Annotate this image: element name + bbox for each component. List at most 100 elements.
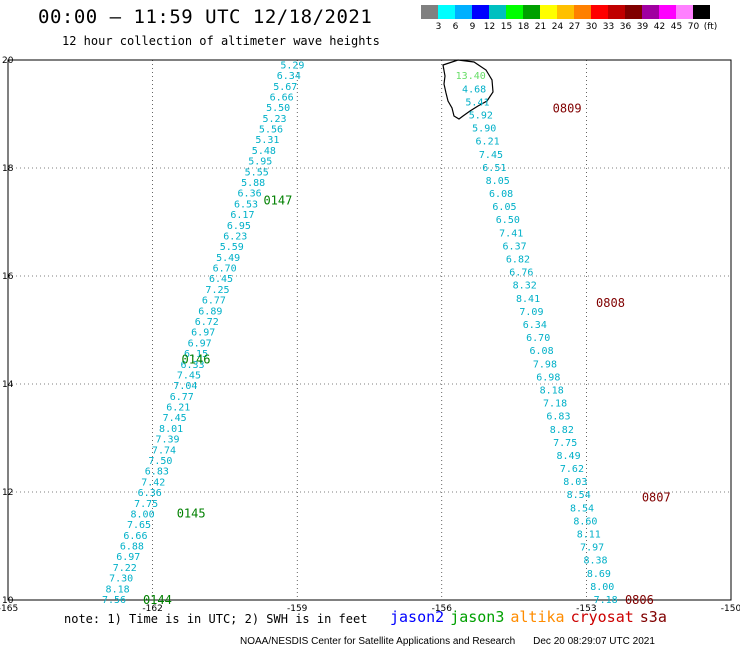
wave-height-label: 7.75 (134, 499, 158, 510)
colorbar-swatch (438, 5, 455, 19)
colorbar-label: 9 (469, 22, 476, 32)
wave-height-label: 7.18 (543, 399, 567, 410)
legend-s3a: s3a (639, 608, 667, 626)
colorbar-label: 33 (602, 22, 615, 32)
pass-time-labels: 0144 0145 0146 0147 0806 0807 0808 0809 (143, 102, 671, 607)
chart-subtitle: 12 hour collection of altimeter wave hei… (62, 34, 380, 48)
wave-height-label: 6.83 (145, 467, 169, 478)
colorbar-label: 30 (585, 22, 598, 32)
wave-height-label: 6.21 (476, 137, 500, 148)
wave-height-label: 6.97 (116, 552, 140, 563)
legend-jason3: jason3 (450, 608, 505, 626)
wave-height-label: 7.18 (594, 595, 618, 606)
wave-height-label: 8.82 (550, 425, 574, 436)
x-tick-label: -165 (0, 604, 18, 614)
colorbar-label: 24 (551, 22, 564, 32)
colorbar-swatch (421, 5, 438, 19)
wave-height-label: 8.18 (540, 385, 564, 396)
wave-height-label: 5.92 (469, 110, 493, 121)
track-jason3: 7.568.187.307.226.976.886.667.658.007.75… (102, 60, 304, 606)
wave-height-label: 6.70 (526, 333, 550, 344)
plot-frame (7, 59, 732, 601)
wave-height-label: 6.98 (536, 372, 560, 383)
colorbar-swatch (472, 5, 489, 19)
wave-height-label: 6.45 (209, 274, 233, 285)
generated-timestamp: Dec 20 08:29:07 UTC 2021 (533, 636, 655, 647)
pass-time-label: 0807 (642, 490, 671, 504)
credit-text: NOAA/NESDIS Center for Satellite Applica… (240, 636, 516, 647)
wave-height-label: 7.22 (113, 563, 137, 574)
colorbar-label: 45 (670, 22, 683, 32)
wave-height-label: 7.39 (155, 435, 179, 446)
pass-time-label: 0809 (553, 102, 582, 116)
wave-height-label: 6.08 (489, 189, 513, 200)
wave-height-label: 8.00 (590, 582, 614, 593)
wave-height-label: 6.34 (277, 71, 301, 82)
wave-height-label: 7.09 (519, 307, 543, 318)
wave-height-label: 6.50 (496, 215, 520, 226)
wave-height-label: 5.50 (266, 103, 290, 114)
wave-height-label: 7.41 (499, 228, 523, 239)
wave-height-label: 6.36 (138, 488, 162, 499)
wave-height-label: 6.97 (188, 338, 212, 349)
colorbar-swatch (557, 5, 574, 19)
x-tick-label: -159 (287, 604, 308, 614)
wave-height-label: 8.49 (557, 451, 581, 462)
y-axis-ticks: 10 12 14 16 18 20 (2, 56, 14, 606)
colorbar-label: 12 (483, 22, 496, 32)
pass-time-label: 0145 (177, 507, 206, 521)
colorbar-swatch (625, 5, 642, 19)
wave-height-label: 8.38 (584, 556, 608, 567)
wave-height-label: 8.60 (573, 516, 597, 527)
wave-height-label: 5.55 (245, 167, 269, 178)
x-tick-label: -156 (432, 604, 453, 614)
wave-height-label: 7.45 (177, 370, 201, 381)
wave-height-label: 6.89 (198, 306, 222, 317)
wave-height-label: 6.53 (234, 199, 258, 210)
wave-height-label: 6.34 (523, 320, 547, 331)
units-note: note: 1) Time is in UTC; 2) SWH is in fe… (64, 612, 368, 626)
colorbar-swatch (676, 5, 693, 19)
wave-height-label: 7.45 (163, 413, 187, 424)
colorbar-label: 18 (517, 22, 530, 32)
x-tick-label: -150 (721, 604, 740, 614)
y-tick-label: 20 (2, 56, 14, 66)
wave-height-label: 7.75 (553, 438, 577, 449)
wave-height-label: 7.30 (109, 574, 133, 585)
wave-height-label: 6.88 (120, 542, 144, 553)
wave-height-label: 8.11 (577, 530, 601, 541)
colorbar-swatch (659, 5, 676, 19)
wave-height-label: 6.37 (503, 241, 527, 252)
y-tick-label: 10 (2, 596, 14, 606)
wave-height-label: 6.33 (180, 360, 204, 371)
wave-height-label: 6.51 (482, 163, 506, 174)
coastline (442, 59, 494, 120)
colorbar-swatch (540, 5, 557, 19)
chart-title: 00:00 — 11:59 UTC 12/18/2021 (38, 6, 373, 28)
legend-jason2: jason2 (390, 608, 445, 626)
wave-height-label: 7.56 (102, 595, 126, 606)
pass-time-label: 0146 (182, 353, 211, 367)
colorbar-swatch (591, 5, 608, 19)
wave-height-label: 4.68 (462, 84, 486, 95)
colorbar-swatch (693, 5, 710, 19)
wave-height-label: 6.21 (166, 403, 190, 414)
wave-height-label: 8.54 (570, 503, 594, 514)
colorbar-label: 42 (653, 22, 666, 32)
wave-height-label: 5.90 (472, 124, 496, 135)
wave-height-label: 8.32 (513, 281, 537, 292)
wave-height-label: 8.05 (486, 176, 510, 187)
wave-height-label: 8.00 (131, 509, 155, 520)
wave-height-label: 6.82 (506, 255, 530, 266)
colorbar-swatch (489, 5, 506, 19)
legend-cryosat: cryosat (570, 608, 634, 626)
y-tick-label: 14 (2, 380, 14, 390)
pass-time-label: 0806 (625, 593, 654, 607)
wave-height-label: 6.76 (509, 268, 533, 279)
wave-height-label: 7.50 (148, 456, 172, 467)
colorbar-label: 39 (636, 22, 649, 32)
wave-height-label: 6.15 (184, 349, 208, 360)
wave-height-label: 8.54 (567, 490, 591, 501)
colorbar-swatch (506, 5, 523, 19)
wave-height-label: 6.77 (202, 296, 226, 307)
